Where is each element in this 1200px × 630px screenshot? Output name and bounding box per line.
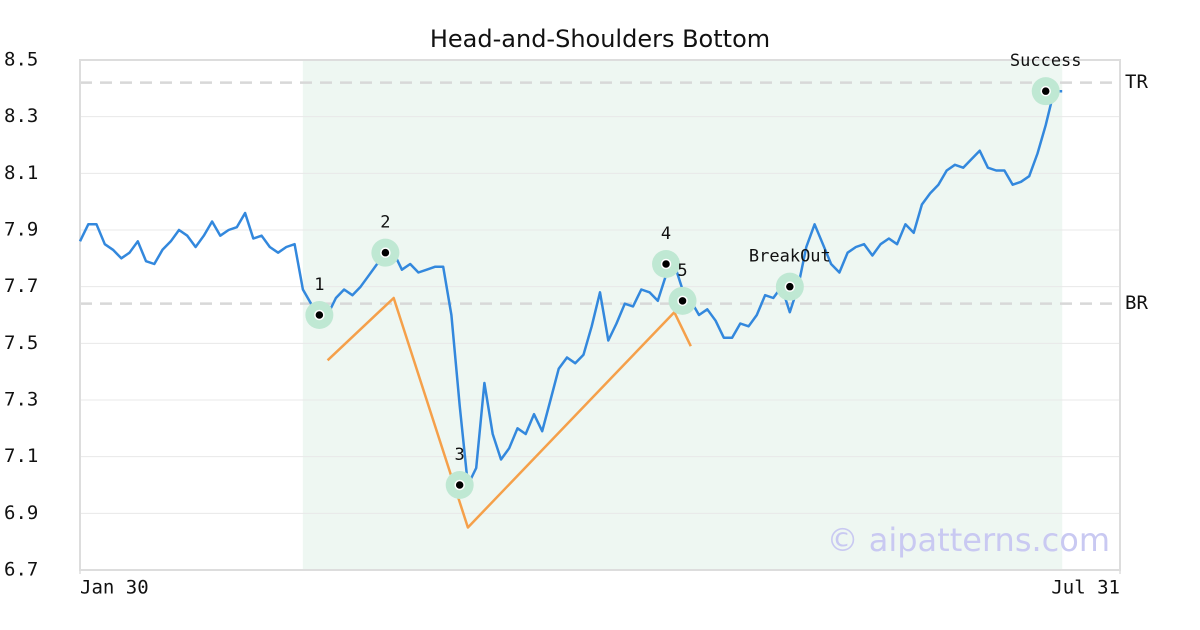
y-tick-label: 7.7	[4, 275, 38, 297]
pattern-region	[302, 60, 1063, 570]
point-dot	[677, 295, 688, 307]
point-dot	[380, 247, 391, 258]
watermark: © aipatterns.com	[827, 521, 1110, 559]
y-tick-label: 7.9	[4, 219, 38, 241]
point-label: 2	[380, 213, 390, 233]
point-dot	[454, 479, 465, 491]
price-line	[326, 296, 692, 529]
y-tick-label: 7.3	[4, 389, 38, 411]
y-tick-label: 8.1	[4, 162, 38, 184]
point-label: 4	[661, 224, 671, 244]
reference-label: BR	[1125, 292, 1148, 314]
point-label: 1	[314, 275, 324, 295]
y-tick-label: 8.5	[4, 49, 38, 71]
point-dot	[784, 281, 796, 292]
price-line	[78, 89, 1063, 487]
point-label: BreakOut	[749, 247, 831, 267]
point-dot	[1040, 85, 1051, 97]
y-tick-label: 6.9	[4, 502, 38, 524]
y-tick-label: 8.3	[4, 105, 38, 127]
reference-label: TR	[1125, 71, 1148, 93]
chart-title: Head-and-Shoulders Bottom	[430, 25, 770, 53]
x-tick-label: Jul 31	[1051, 577, 1120, 599]
point-label: Success	[1010, 51, 1082, 71]
point-label: 3	[455, 445, 465, 465]
y-tick-label: 7.1	[4, 445, 38, 467]
y-tick-label: 6.7	[4, 559, 38, 581]
point-dot	[314, 309, 325, 321]
plot-frame	[79, 59, 1121, 571]
x-tick-label: Jan 30	[80, 577, 149, 599]
point-dot	[660, 258, 672, 270]
point-label: 5	[677, 261, 687, 281]
y-tick-label: 7.5	[4, 332, 38, 354]
